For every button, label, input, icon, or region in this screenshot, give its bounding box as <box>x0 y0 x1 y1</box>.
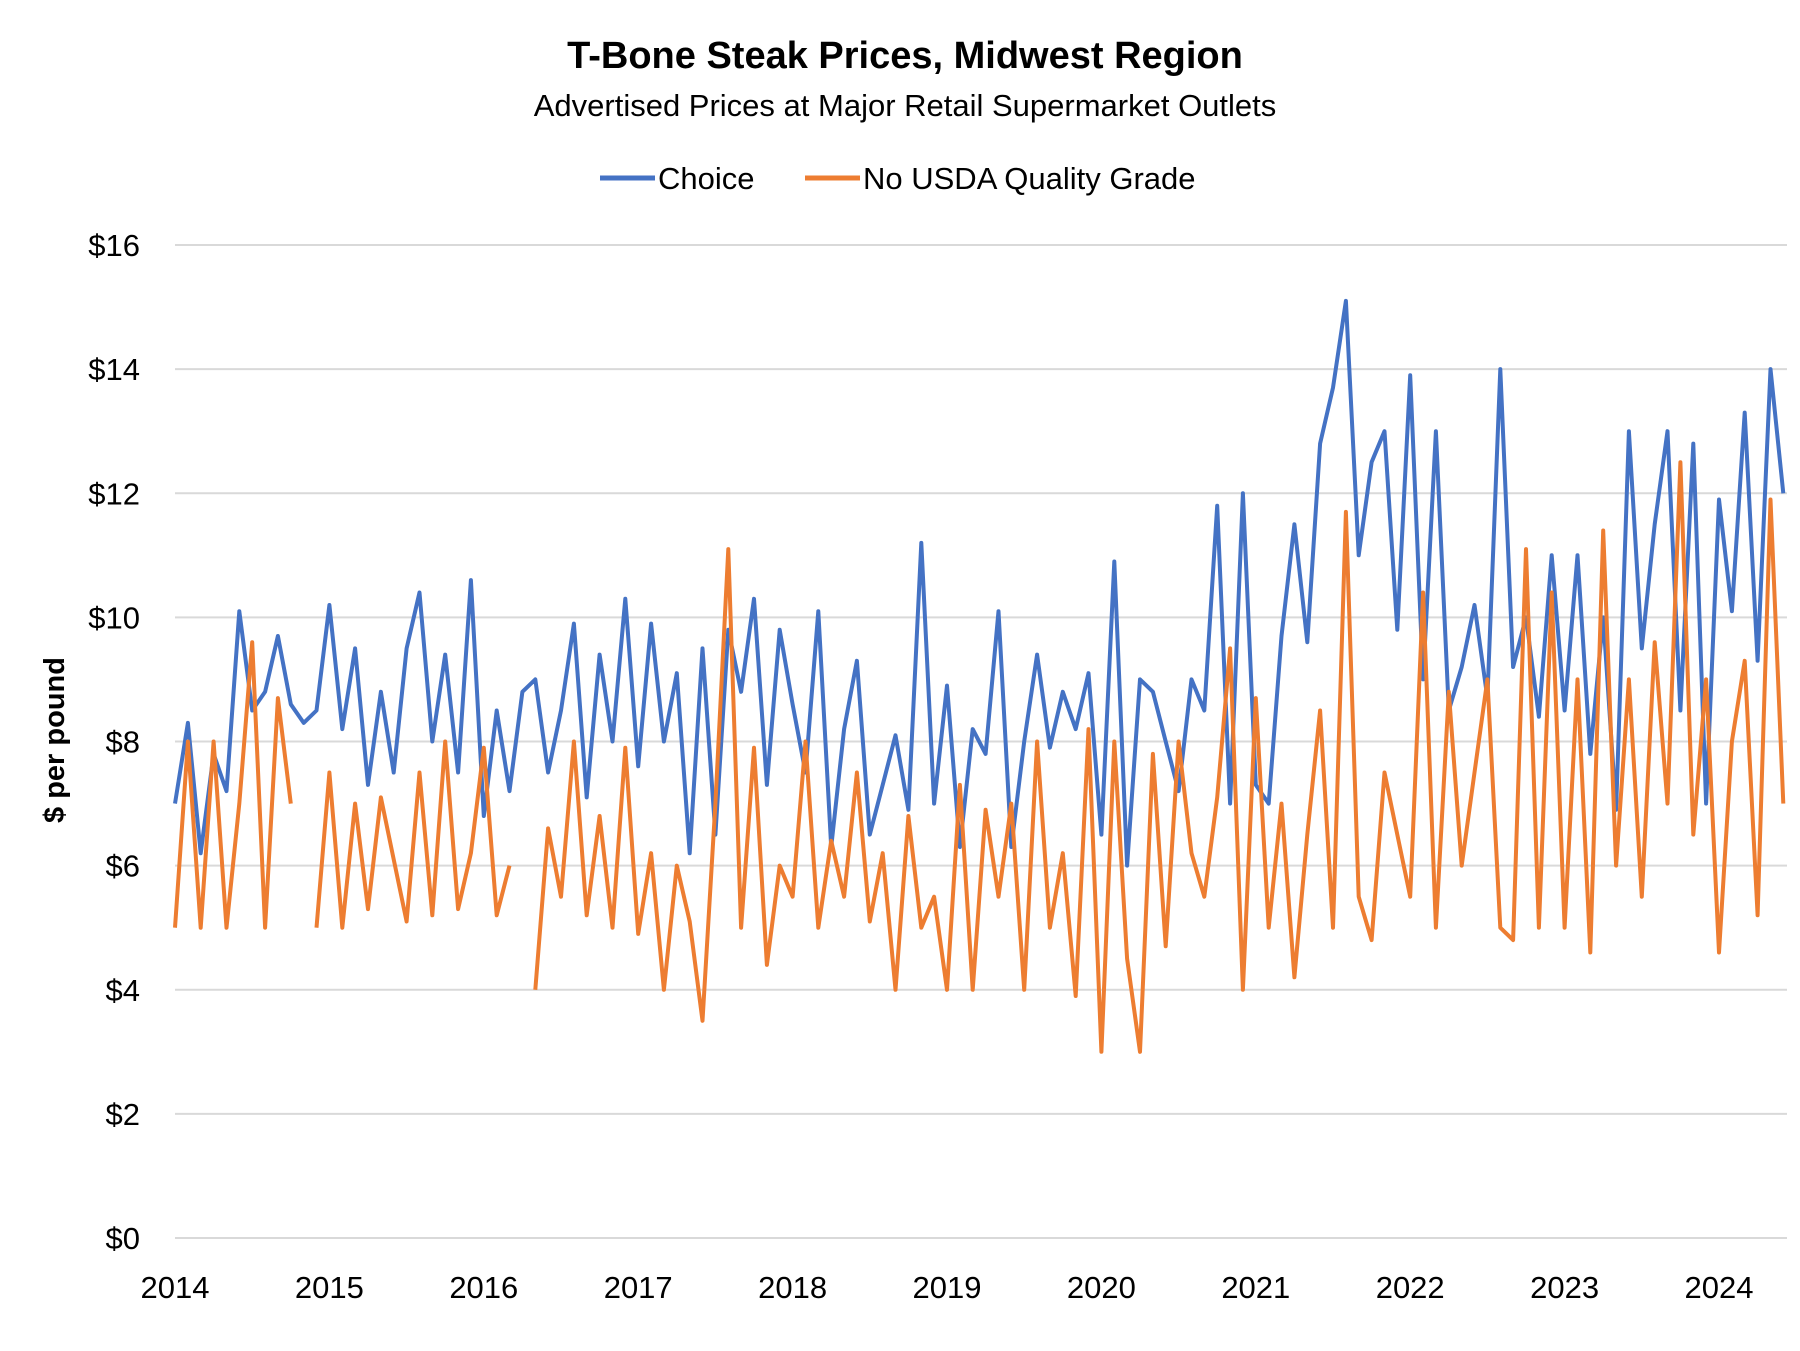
x-tick-label: 2021 <box>1221 1270 1290 1305</box>
x-tick-label: 2014 <box>141 1270 210 1305</box>
chart-subtitle: Advertised Prices at Major Retail Superm… <box>534 88 1277 123</box>
series-line-choice <box>173 298 1786 868</box>
x-tick-label: 2019 <box>913 1270 982 1305</box>
y-tick-label: $8 <box>106 725 140 760</box>
y-tick-label: $4 <box>106 973 140 1008</box>
x-tick-label: 2020 <box>1067 1270 1136 1305</box>
x-tick-label: 2016 <box>449 1270 518 1305</box>
y-tick-label: $16 <box>88 228 140 263</box>
y-tick-label: $10 <box>88 600 140 635</box>
legend: Choice No USDA Quality Grade <box>600 161 1196 196</box>
series-lines <box>173 298 1786 1054</box>
y-axis-ticks: $0 $2 $4 $6 $8 $10 $12 $14 $16 <box>88 228 140 1256</box>
chart-title: T-Bone Steak Prices, Midwest Region <box>567 35 1243 77</box>
x-tick-label: 2022 <box>1376 1270 1445 1305</box>
y-tick-label: $14 <box>88 352 140 387</box>
y-tick-label: $2 <box>106 1097 140 1132</box>
y-tick-label: $0 <box>106 1221 140 1256</box>
x-tick-label: 2023 <box>1530 1270 1599 1305</box>
x-axis-ticks: 2014 2015 2016 2017 2018 2019 2020 2021 2022 2023… <box>141 1270 1754 1305</box>
y-tick-label: $12 <box>88 476 140 511</box>
y-axis-label: $ per pound <box>39 657 71 823</box>
x-tick-label: 2024 <box>1685 1270 1754 1305</box>
legend-label-no-grade: No USDA Quality Grade <box>863 161 1196 196</box>
series-line-no-usda-grade <box>173 460 1786 1054</box>
legend-label-choice: Choice <box>658 161 755 196</box>
x-tick-label: 2017 <box>604 1270 673 1305</box>
x-tick-label: 2018 <box>758 1270 827 1305</box>
y-tick-label: $6 <box>106 849 140 884</box>
x-tick-label: 2015 <box>295 1270 364 1305</box>
